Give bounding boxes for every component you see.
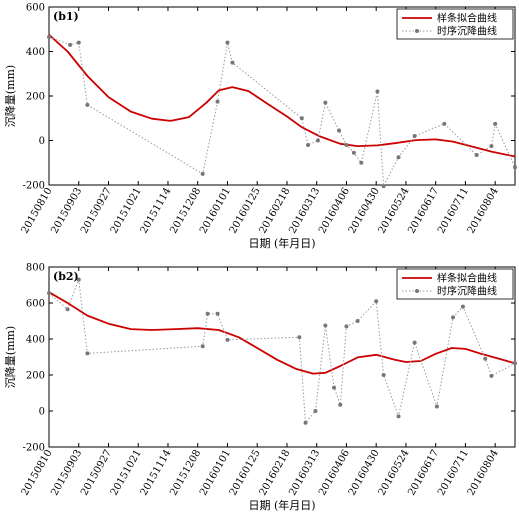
data-point: [299, 116, 304, 121]
legend-marker: [415, 29, 419, 33]
legend-box: [396, 8, 514, 40]
y-axis-label: 沉降量(mm): [3, 326, 17, 388]
chart-panel-b2: -200020040060080020150810201509032015092…: [3, 263, 517, 512]
data-point: [374, 299, 379, 304]
data-point: [76, 40, 81, 45]
x-tick-label: 20160804: [466, 186, 501, 236]
data-point: [205, 311, 210, 316]
data-point: [412, 340, 417, 345]
legend-entry: 时序沉降曲线: [437, 285, 497, 298]
data-point: [483, 356, 488, 361]
data-point: [47, 35, 51, 40]
legend-entry: 样条拟合曲线: [437, 12, 497, 25]
data-point: [396, 414, 401, 419]
data-point: [355, 319, 360, 323]
y-tick-label: 400: [26, 335, 45, 346]
y-tick-label: 0: [39, 136, 45, 147]
data-point: [68, 42, 73, 47]
data-point: [460, 304, 465, 309]
legend-entry: 时序沉降曲线: [437, 25, 497, 38]
panel-label: (b2): [53, 270, 79, 283]
legend-box: [396, 268, 514, 300]
x-tick-label: 20160804: [466, 448, 501, 498]
data-point: [297, 335, 302, 340]
legend-entry: 样条拟合曲线: [437, 272, 497, 285]
y-axis-label: 沉降量(mm): [3, 65, 17, 127]
data-point: [451, 315, 456, 320]
data-point: [412, 134, 417, 139]
data-point: [489, 373, 494, 378]
data-point: [493, 121, 498, 126]
y-tick-label: 600: [26, 299, 45, 310]
legend-marker: [415, 289, 419, 293]
x-axis-label: 日期 (年月日): [248, 498, 315, 512]
data-point: [351, 150, 356, 155]
data-point: [65, 307, 70, 312]
data-point: [76, 277, 81, 282]
chart-panel-b1: -200020040060020150810201509032015092720…: [3, 3, 517, 250]
data-point: [338, 402, 343, 407]
data-point: [215, 311, 220, 316]
data-point: [200, 171, 205, 176]
data-point: [434, 404, 439, 409]
data-point: [442, 121, 447, 126]
data-point: [85, 102, 90, 107]
data-point: [225, 337, 230, 342]
data-point: [47, 291, 51, 296]
data-point: [337, 128, 342, 133]
data-point: [303, 420, 308, 425]
y-tick-label: 200: [26, 92, 45, 103]
y-tick-label: 800: [26, 263, 45, 274]
data-point: [344, 142, 349, 147]
data-point: [306, 142, 311, 147]
data-point: [489, 144, 494, 149]
series-line-spline-b2: [48, 291, 516, 375]
data-point: [474, 152, 479, 157]
data-point: [323, 323, 328, 328]
x-axis-label: 日期 (年月日): [248, 236, 315, 250]
data-point: [332, 385, 337, 390]
data-point: [396, 155, 401, 160]
data-point: [313, 409, 318, 413]
y-tick-label: 600: [26, 3, 45, 14]
y-tick-label: -200: [23, 181, 45, 192]
data-point: [225, 40, 230, 45]
y-tick-label: -200: [23, 443, 45, 454]
y-tick-label: 400: [26, 47, 45, 58]
data-point: [315, 138, 320, 143]
data-point: [513, 361, 517, 366]
data-point: [85, 351, 90, 356]
data-point: [344, 324, 349, 329]
y-tick-label: 200: [26, 371, 45, 382]
data-point: [323, 100, 328, 105]
data-point: [215, 99, 220, 104]
series-line-timeseries-b2: [48, 279, 516, 424]
data-point: [381, 184, 386, 189]
data-point: [200, 344, 205, 349]
data-point: [359, 160, 364, 165]
data-point: [513, 165, 517, 170]
data-point: [381, 373, 386, 377]
series-line-spline-b1: [48, 34, 516, 158]
data-point: [230, 60, 235, 65]
panel-label: (b1): [53, 10, 79, 23]
data-point: [375, 89, 380, 94]
y-tick-label: 0: [39, 407, 45, 418]
